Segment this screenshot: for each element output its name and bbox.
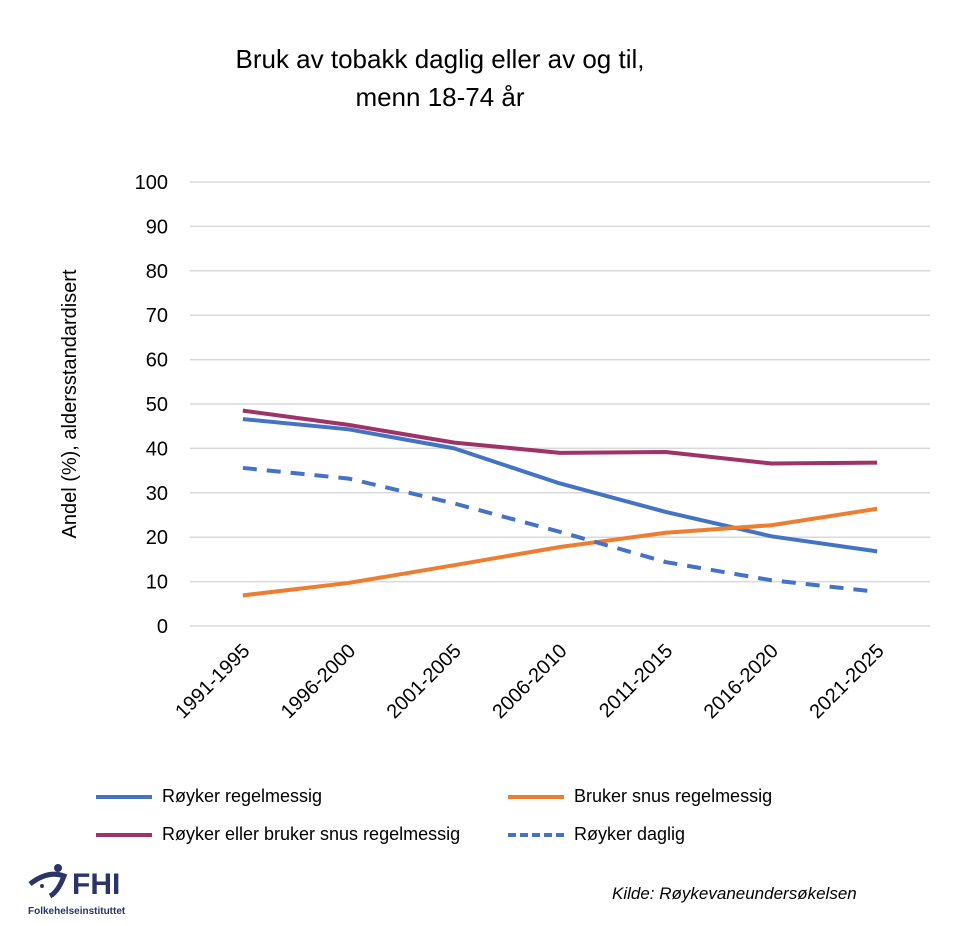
legend-label: Røyker regelmessig	[162, 786, 323, 806]
y-axis-label: Andel (%), aldersstandardisert	[59, 269, 81, 538]
x-tick-label: 2001-2005	[383, 640, 466, 723]
x-tick-label: 2021-2025	[805, 640, 888, 723]
x-tick-label: 2016-2020	[700, 640, 783, 723]
legend-label: Røyker eller bruker snus regelmessig	[162, 824, 461, 844]
legend-label: Bruker snus regelmessig	[574, 786, 773, 806]
y-tick-label: 10	[146, 572, 168, 594]
y-tick-label: 100	[135, 172, 168, 194]
y-tick-label: 50	[146, 394, 168, 416]
fhi-logo-mark-icon: FHI Folkehelseinstituttet	[28, 864, 126, 917]
y-tick-label: 80	[146, 261, 168, 283]
legend-swatch	[508, 794, 564, 799]
series-line	[242, 408, 878, 466]
y-tick-label: 90	[146, 216, 168, 238]
x-tick-label: 2011-2015	[595, 640, 677, 722]
legend-swatch	[508, 832, 564, 837]
y-tick-label: 40	[146, 438, 168, 460]
source-note: Kilde: Røykevaneundersøkelsen	[612, 884, 857, 903]
legend-item: Røyker regelmessig	[96, 786, 322, 807]
fhi-logo: FHI Folkehelseinstituttet	[28, 862, 198, 926]
y-tick-label: 70	[146, 305, 168, 327]
legend-swatch	[96, 832, 152, 837]
y-tick-label: 60	[146, 350, 168, 372]
series-line	[242, 417, 878, 554]
svg-text:FHI: FHI	[72, 868, 120, 901]
title-line-2: menn 18-74 år	[355, 82, 525, 112]
chart-title: Bruk av tobakk daglig eller av og til, m…	[160, 40, 720, 116]
legend-swatch	[96, 794, 152, 799]
legend-item: Røyker daglig	[508, 824, 685, 845]
legend-item: Røyker eller bruker snus regelmessig	[96, 824, 460, 845]
series-line	[242, 506, 878, 598]
legend-label: Røyker daglig	[574, 824, 686, 844]
svg-text:Folkehelseinstituttet: Folkehelseinstituttet	[28, 906, 126, 917]
x-tick-label: 1991-1995	[171, 640, 254, 723]
y-tick-label: 20	[146, 527, 168, 549]
y-tick-label: 30	[146, 483, 168, 505]
x-tick-label: 2006-2010	[488, 640, 571, 723]
x-tick-label: 1996-2000	[277, 640, 360, 723]
title-line-1: Bruk av tobakk daglig eller av og til,	[235, 44, 645, 74]
y-tick-label: 0	[157, 616, 168, 638]
series-line	[242, 465, 878, 594]
legend-item: Bruker snus regelmessig	[508, 786, 772, 807]
